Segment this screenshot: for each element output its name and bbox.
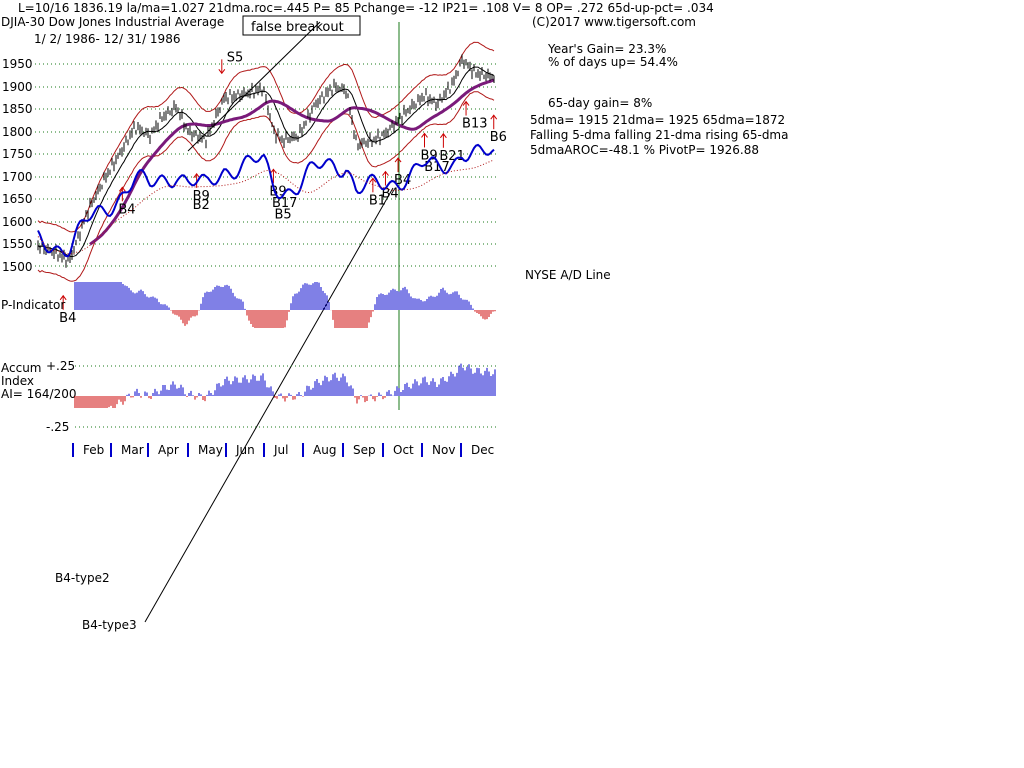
y-tick-label: 1750 (2, 147, 33, 161)
month-label: Nov (432, 443, 455, 457)
signal-label: B9 (420, 148, 437, 163)
p-indicator-histogram (74, 282, 496, 328)
dma-trend: Falling 5-dma falling 21-dma rising 65-d… (530, 128, 788, 142)
y-tick-label: 1550 (2, 237, 33, 251)
month-label: Mar (121, 443, 144, 457)
index-label: Index (1, 374, 34, 388)
accum-label: Accum (1, 361, 42, 375)
signal-label: B4 (381, 187, 398, 202)
moving-averages (37, 66, 495, 258)
signal-label: B2 (193, 198, 210, 213)
ad-line-ma (37, 159, 495, 255)
month-label: Jul (273, 443, 288, 457)
ad-line-panel (37, 143, 495, 258)
accum-histogram (74, 363, 496, 408)
y-tick-label: 1900 (2, 80, 33, 94)
signal-arrowhead (382, 170, 389, 176)
aroc-pivot: 5dmaAROC=-48.1 % PivotP= 1926.88 (530, 143, 759, 157)
years-gain: Year's Gain= 23.3% (547, 42, 666, 56)
b4-type3-trendline (144, 187, 394, 623)
signal-arrowhead (490, 114, 498, 120)
dma-values: 5dma= 1915 21dma= 1925 65dma=1872 (530, 113, 785, 127)
accum-top-label: +.25 (46, 359, 75, 373)
signal-label: S5 (227, 50, 244, 65)
signal-label: B17 (272, 196, 297, 211)
signal-arrowhead (218, 69, 226, 75)
month-axis: Feb Mar Apr May Jun Jul Aug Sep Oct Nov Dec (72, 443, 494, 457)
b4-type3-label: B4-type3 (82, 618, 137, 632)
p-indicator-label: P-Indicator (1, 298, 65, 312)
signal-arrowhead (439, 132, 447, 139)
signal-arrowhead (193, 172, 201, 179)
signal-label: B21 (439, 149, 464, 164)
ad-line-label: NYSE A/D Line (525, 268, 611, 282)
y-axis-labels: 1950 1900 1850 1800 1750 1700 1650 1600 … (2, 57, 33, 274)
month-label: Jun (235, 443, 255, 457)
ma65-line (89, 78, 495, 246)
false-breakout-label: false breakout (251, 20, 344, 35)
ma21-line (37, 66, 495, 258)
signal-label: B1 (369, 193, 386, 208)
signal-arrowhead (462, 100, 470, 106)
month-label: Aug (313, 443, 336, 457)
month-label: Sep (353, 443, 376, 457)
gain-65: 65-day gain= 8% (548, 96, 652, 110)
y-tick-label: 1800 (2, 125, 33, 139)
signal-arrowhead (118, 186, 126, 192)
b4-type2-label: B4-type2 (55, 571, 110, 585)
y-tick-label: 1500 (2, 260, 33, 274)
signal-label: B5 (274, 207, 291, 222)
y-tick-label: 1850 (2, 102, 33, 116)
date-range: 1/ 2/ 1986- 12/ 31/ 1986 (34, 32, 180, 46)
signal-arrowhead (421, 132, 428, 138)
month-label: Feb (83, 443, 104, 457)
header-line: L=10/16 1836.19 la/ma=1.027 21dma.roc=.4… (18, 1, 714, 15)
signal-label: B6 (490, 130, 507, 145)
month-label: Apr (158, 443, 179, 457)
bollinger-bands (37, 41, 495, 282)
signal-label: B4 (59, 311, 76, 326)
y-tick-label: 1600 (2, 215, 33, 229)
signal-arrowhead (59, 294, 67, 301)
month-label: May (198, 443, 223, 457)
signal-label: B13 (462, 117, 487, 132)
false-breakout-box (242, 15, 361, 36)
copyright: (C)2017 www.tigersoft.com (532, 15, 696, 29)
days-up: % of days up= 54.4% (548, 55, 678, 69)
lower-band (37, 91, 495, 282)
upper-band (37, 41, 495, 233)
y-tick-label: 1950 (2, 57, 33, 71)
y-tick-label: 1700 (2, 170, 33, 184)
ad-line (37, 143, 495, 258)
y-tick-label: 1650 (2, 192, 33, 206)
accum-bottom-label: -.25 (46, 420, 69, 434)
false-breakout-trendline (187, 21, 321, 152)
chart-title: DJIA-30 Dow Jones Industrial Average (1, 15, 224, 29)
signal-arrowhead (369, 177, 377, 183)
month-label: Oct (393, 443, 414, 457)
signal-label: B9 (193, 189, 210, 204)
signal-arrowhead (394, 157, 402, 163)
month-label: Dec (471, 443, 494, 457)
signal-label: B4 (118, 202, 135, 217)
ai-label: AI= 164/200 (1, 387, 76, 401)
